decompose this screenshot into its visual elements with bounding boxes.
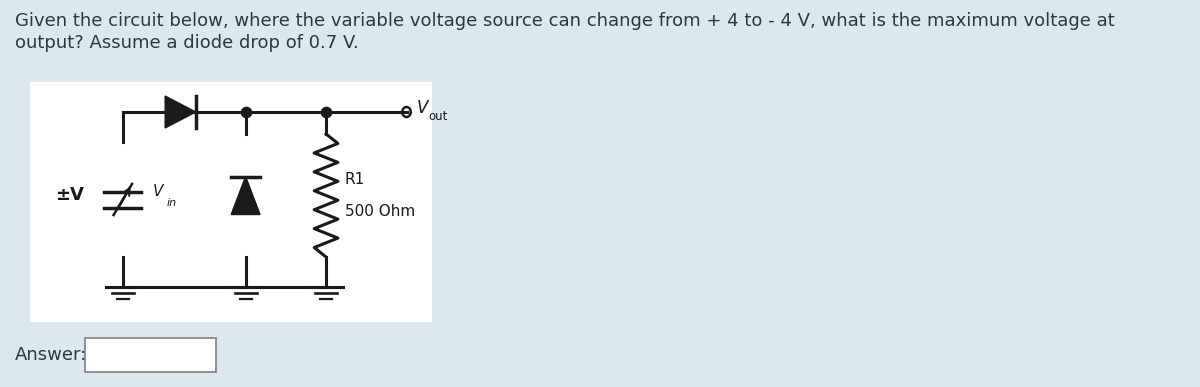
Text: V: V	[152, 184, 163, 199]
Polygon shape	[166, 96, 196, 128]
Text: R1: R1	[344, 172, 365, 187]
Text: V: V	[416, 99, 428, 117]
Text: out: out	[428, 110, 448, 123]
Text: Given the circuit below, where the variable voltage source can change from + 4 t: Given the circuit below, where the varia…	[16, 12, 1115, 30]
Text: 500 Ohm: 500 Ohm	[344, 204, 415, 219]
Bar	[85, 338, 216, 372]
Text: in: in	[167, 199, 176, 209]
Bar	[30, 82, 432, 322]
Text: ±V: ±V	[55, 185, 84, 204]
Point	[317, 109, 336, 115]
Point	[236, 109, 256, 115]
Polygon shape	[232, 176, 260, 214]
Text: Answer:: Answer:	[16, 346, 88, 364]
Text: output? Assume a diode drop of 0.7 V.: output? Assume a diode drop of 0.7 V.	[16, 34, 359, 52]
